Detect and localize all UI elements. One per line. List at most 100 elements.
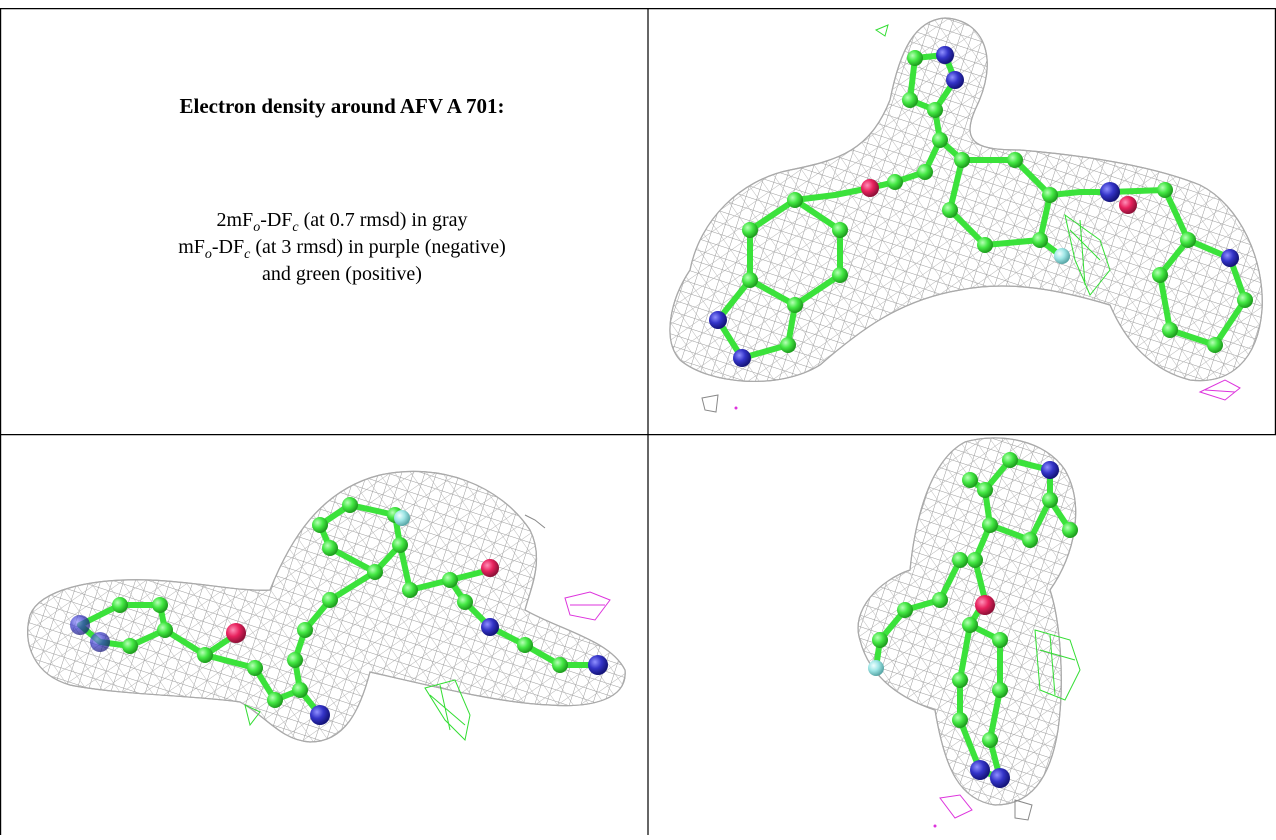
atom: [735, 407, 738, 410]
atom: [157, 622, 173, 638]
atom: [946, 71, 964, 89]
atom: [780, 337, 796, 353]
atom: [742, 222, 758, 238]
atom: [1207, 337, 1223, 353]
atom: [962, 617, 978, 633]
atom: [962, 472, 978, 488]
atom: [992, 632, 1008, 648]
atom: [936, 46, 954, 64]
atom: [992, 682, 1008, 698]
text-run: (at 0.7 rmsd) in gray: [299, 209, 468, 231]
atom: [1237, 292, 1253, 308]
atom: [942, 202, 958, 218]
atom: [588, 655, 608, 675]
atom: [267, 692, 283, 708]
atom: [952, 552, 968, 568]
density-panel: [28, 471, 625, 742]
figure-title: Electron density around AFV A 701:: [180, 94, 505, 118]
atom: [932, 592, 948, 608]
atom: [967, 552, 983, 568]
atom: [152, 597, 168, 613]
atom: [733, 349, 751, 367]
atom: [1180, 232, 1196, 248]
atom: [952, 712, 968, 728]
atom: [1022, 532, 1038, 548]
atom: [832, 267, 848, 283]
atom: [342, 497, 358, 513]
atom: [832, 222, 848, 238]
atom: [517, 637, 533, 653]
atom: [787, 192, 803, 208]
atom: [481, 559, 499, 577]
atom: [982, 732, 998, 748]
atom: [1157, 182, 1173, 198]
atom: [917, 164, 933, 180]
difference-density: [1200, 380, 1240, 400]
atom: [975, 595, 995, 615]
atom: [861, 179, 879, 197]
atom: [952, 672, 968, 688]
atom: [897, 602, 913, 618]
page: {"figure": { "title": "Electron density …: [0, 0, 1276, 835]
atom: [457, 594, 473, 610]
difference-density: [1015, 800, 1032, 820]
description: 2mFo-DFc (at 0.7 rmsd) in graymFo-DFc (a…: [178, 209, 506, 285]
atom: [709, 311, 727, 329]
atom: [954, 152, 970, 168]
atom: [907, 50, 923, 66]
density-panel: [670, 18, 1262, 412]
atom: [787, 297, 803, 313]
subscript: o: [205, 247, 212, 262]
atom: [247, 660, 263, 676]
text-run: mF: [178, 236, 205, 258]
atom: [1152, 267, 1168, 283]
description-line: 2mFo-DFc (at 0.7 rmsd) in gray: [217, 209, 468, 235]
text-run: -DF: [212, 236, 244, 258]
atom: [902, 92, 918, 108]
atom: [292, 682, 308, 698]
atom: [1062, 522, 1078, 538]
subscript: o: [253, 220, 260, 235]
atom: [402, 582, 418, 598]
atom: [1042, 187, 1058, 203]
atom: [982, 517, 998, 533]
text-run: and green (positive): [262, 263, 422, 285]
text-run: (at 3 rmsd) in purple (negative): [250, 236, 505, 258]
density-panel: [858, 438, 1080, 828]
atom: [312, 517, 328, 533]
atom: [552, 657, 568, 673]
atom: [977, 237, 993, 253]
table-borders: [0, 8, 1276, 835]
atom: [1119, 196, 1137, 214]
text-run: 2mF: [217, 209, 254, 231]
atom: [1054, 248, 1070, 264]
atom: [868, 660, 884, 676]
atom: [481, 618, 499, 636]
atom: [297, 622, 313, 638]
text-run: -DF: [260, 209, 292, 231]
atom: [977, 482, 993, 498]
atom: [322, 540, 338, 556]
atom: [927, 102, 943, 118]
atom: [122, 638, 138, 654]
figure: Electron density around AFV A 701: 2mFo-…: [0, 0, 1276, 835]
atom: [90, 632, 110, 652]
atom: [990, 768, 1010, 788]
atom: [197, 647, 213, 663]
atom: [934, 825, 937, 828]
atom: [322, 592, 338, 608]
atom: [1002, 452, 1018, 468]
description-line: mFo-DFc (at 3 rmsd) in purple (negative): [178, 236, 506, 262]
atom: [394, 510, 410, 526]
difference-density: [565, 592, 610, 620]
atom: [1007, 152, 1023, 168]
atom: [226, 623, 246, 643]
atom: [742, 272, 758, 288]
atom: [310, 705, 330, 725]
atom: [970, 760, 990, 780]
difference-density: [525, 515, 545, 528]
description-line: and green (positive): [262, 263, 422, 285]
atom: [367, 564, 383, 580]
atom: [112, 597, 128, 613]
atom: [887, 174, 903, 190]
